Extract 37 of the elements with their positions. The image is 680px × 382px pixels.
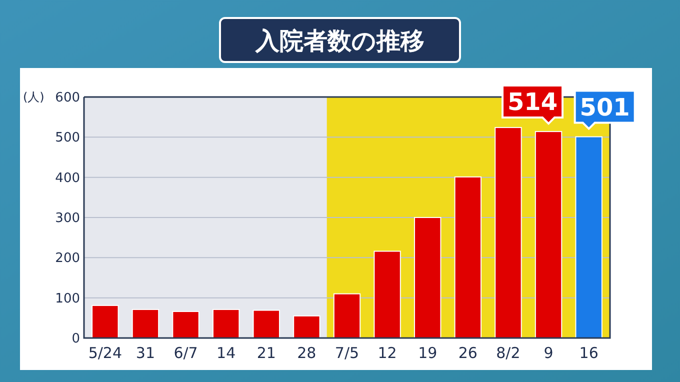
x-tick-label: 9 [544, 344, 554, 362]
y-tick-label: 300 [55, 211, 80, 226]
x-tick-label: 8/2 [496, 344, 520, 362]
bar [293, 315, 320, 338]
bar [252, 310, 280, 338]
y-tick-label: 400 [55, 170, 80, 186]
x-tick-label: 12 [378, 344, 397, 362]
chart-title: 入院者数の推移 [254, 27, 424, 55]
bar [212, 308, 240, 338]
bar [575, 136, 602, 338]
y-tick-label: 200 [55, 251, 80, 266]
data-label: 501 [580, 93, 630, 122]
y-tick-label: 500 [55, 130, 80, 146]
x-tick-label: 16 [579, 344, 598, 362]
bar [494, 127, 522, 338]
y-tick-label: 600 [55, 90, 80, 106]
x-tick-label: 5/24 [88, 344, 122, 362]
bar [534, 131, 562, 338]
x-tick-label: 7/5 [334, 344, 360, 362]
bar [132, 308, 160, 338]
bar [92, 304, 119, 338]
bar [172, 310, 200, 338]
bar [374, 250, 401, 338]
bar [454, 176, 482, 338]
data-label: 514 [507, 88, 558, 116]
bar [414, 217, 442, 338]
x-tick-label: 26 [458, 344, 478, 362]
y-axis-title: (人) [23, 90, 44, 104]
y-tick-label: 0 [72, 332, 80, 347]
x-tick-label: 21 [256, 344, 276, 362]
x-tick-label: 6/7 [174, 344, 198, 362]
bar [333, 293, 361, 338]
x-tick-label: 31 [136, 344, 156, 362]
x-tick-label: 28 [297, 344, 316, 362]
y-tick-label: 100 [55, 291, 80, 306]
x-tick-label: 19 [418, 344, 438, 362]
x-tick-label: 14 [216, 344, 236, 362]
